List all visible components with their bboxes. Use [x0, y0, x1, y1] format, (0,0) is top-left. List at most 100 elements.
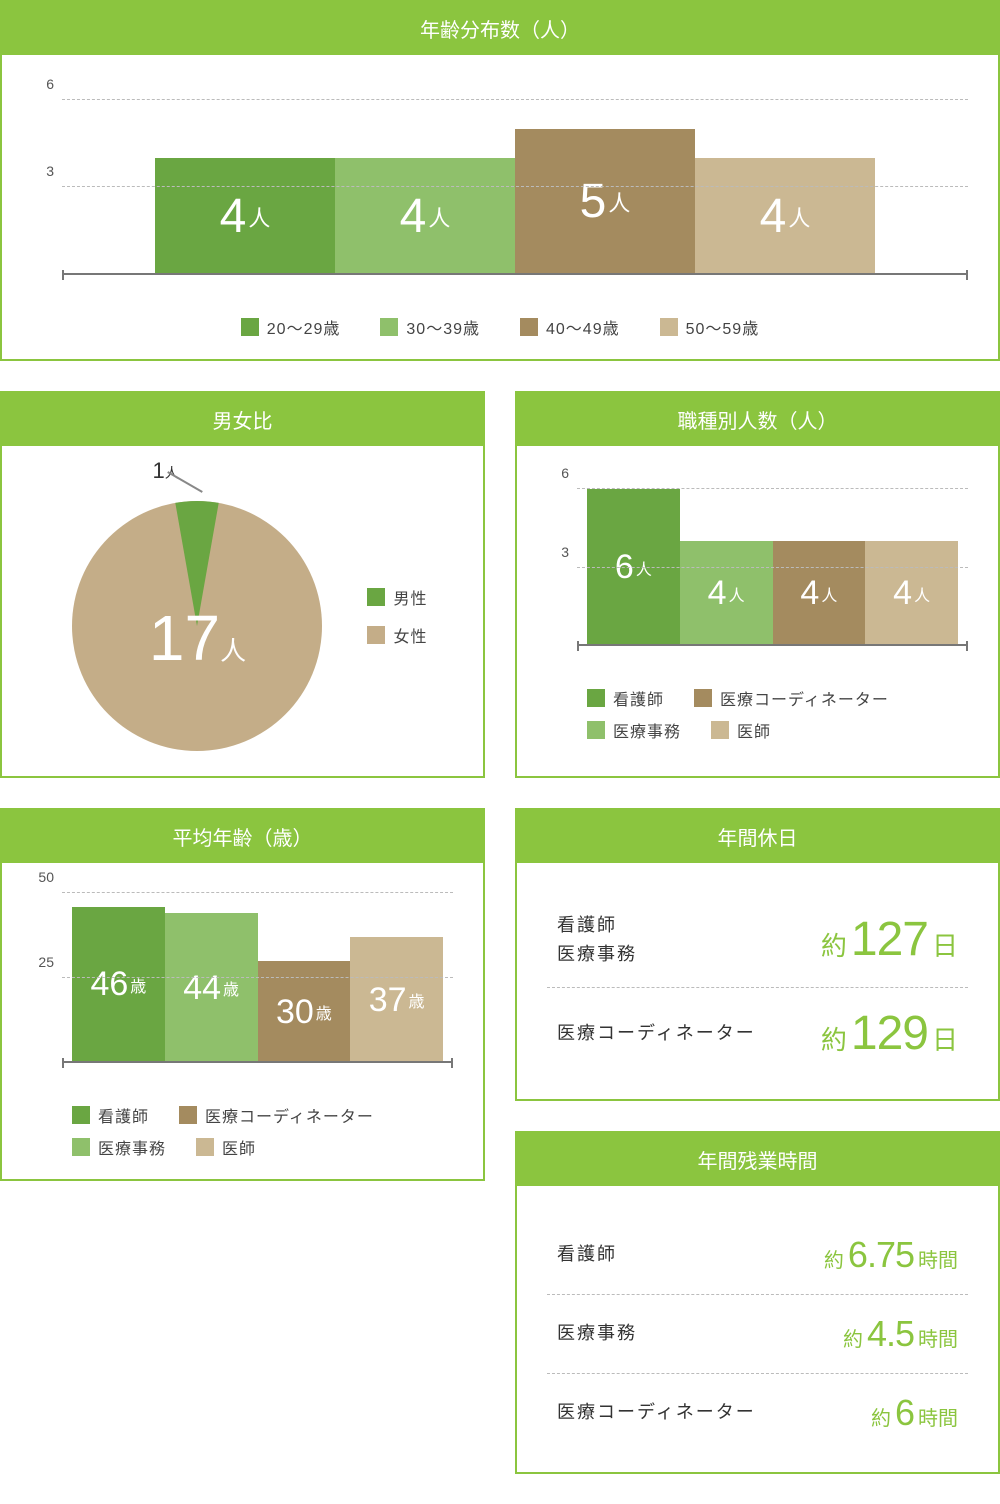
gender-pie-chart: 1人 17人 — [57, 476, 337, 756]
legend-label: 医療コーディネーター — [720, 686, 889, 710]
panel-title: 男女比 — [2, 393, 483, 446]
legend-item: 医師 — [711, 718, 771, 742]
bar: 4人 — [773, 541, 866, 646]
grid-line — [62, 977, 453, 978]
age-distribution-legend: 20～29歳 30～39歳 40～49歳 50～59歳 — [32, 315, 968, 339]
legend-male: 男性 — [367, 585, 427, 609]
bar-value: 30 — [276, 993, 314, 1032]
age-distribution-chart: 36 4人4人5人4人 — [32, 85, 968, 305]
info-label: 医療コーディネーター — [557, 1019, 821, 1048]
info-value: 約6.75時間 — [824, 1234, 958, 1276]
grid-line — [577, 567, 968, 568]
info-label: 看護師 — [557, 1240, 824, 1269]
legend-label: 20～29歳 — [267, 315, 341, 339]
bar-unit: 歳 — [223, 976, 239, 1000]
legend-label: 医師 — [222, 1135, 256, 1159]
bar-unit: 人 — [914, 582, 930, 606]
bar-value: 4 — [800, 574, 819, 613]
bar-value: 46 — [90, 965, 128, 1004]
legend-item: 看護師 — [587, 686, 664, 710]
grid-line — [62, 186, 968, 187]
info-row: 医療事務約4.5時間 — [547, 1294, 968, 1373]
legend-item: 医療事務 — [72, 1135, 166, 1159]
bar: 5人 — [515, 129, 695, 275]
bar: 4人 — [335, 158, 515, 275]
legend-label: 医療事務 — [613, 718, 681, 742]
legend-swatch — [179, 1106, 197, 1124]
panel-title: 年間残業時間 — [517, 1133, 998, 1186]
legend-item: 医療コーディネーター — [694, 686, 889, 710]
bar-unit: 歳 — [316, 1000, 332, 1024]
job-count-legend: 看護師 医療コーディネーター医療事務 医師 — [547, 686, 968, 742]
bar-value: 4 — [893, 574, 912, 613]
legend-label: 医師 — [737, 718, 771, 742]
info-row: 看護師医療事務約127日 — [547, 893, 968, 987]
panel-title: 年間休日 — [517, 810, 998, 863]
age-distribution-panel: 年齢分布数（人） 36 4人4人5人4人 20～29歳30～39歳40～49歳5… — [0, 0, 1000, 361]
legend-label: 医療事務 — [98, 1135, 166, 1159]
y-tick: 3 — [46, 163, 54, 179]
legend-item: 医療コーディネーター — [179, 1103, 374, 1127]
y-tick: 50 — [38, 869, 54, 885]
bar-value: 4 — [708, 574, 727, 613]
legend-swatch — [196, 1138, 214, 1156]
job-count-panel: 職種別人数（人） 36 6人4人4人4人 看護師 医療コーディネーター医療事務 医師 — [515, 391, 1000, 778]
gender-ratio-panel: 男女比 1人 17人 男性 — [0, 391, 485, 778]
info-value: 約127日 — [821, 912, 958, 967]
info-value: 約129日 — [821, 1006, 958, 1061]
legend-label: 医療コーディネーター — [205, 1103, 374, 1127]
panel-title: 平均年齢（歳） — [2, 810, 483, 863]
bar-value: 44 — [183, 969, 221, 1008]
panel-title: 年齢分布数（人） — [2, 2, 998, 55]
legend-swatch — [72, 1106, 90, 1124]
bar-unit: 人 — [428, 201, 450, 233]
y-tick: 6 — [561, 465, 569, 481]
legend-item: 50～59歳 — [660, 315, 760, 339]
y-tick: 25 — [38, 954, 54, 970]
legend-item: 30～39歳 — [380, 315, 480, 339]
grid-line — [62, 892, 453, 893]
bar-value: 4 — [400, 189, 427, 244]
info-label: 医療コーディネーター — [557, 1398, 871, 1427]
legend-label: 看護師 — [613, 686, 664, 710]
avg-age-panel: 平均年齢（歳） 2550 46歳44歳30歳37歳 看護師医療コーディネーター医… — [0, 808, 485, 1181]
legend-label: 40～49歳 — [546, 315, 620, 339]
bar-unit: 人 — [729, 582, 745, 606]
bar-value: 4 — [220, 189, 247, 244]
bar: 4人 — [695, 158, 875, 275]
info-value: 約6時間 — [871, 1392, 958, 1434]
bar-unit: 人 — [788, 201, 810, 233]
gender-legend: 男性 女性 — [367, 585, 427, 647]
avg-age-legend: 看護師 医療コーディネーター医療事務 医師 — [32, 1103, 453, 1159]
bar-unit: 人 — [821, 582, 837, 606]
legend-swatch — [587, 721, 605, 739]
holidays-rows: 看護師医療事務約127日医療コーディネーター約129日 — [547, 893, 968, 1079]
legend-label: 看護師 — [98, 1103, 149, 1127]
legend-swatch — [72, 1138, 90, 1156]
bar-unit: 人 — [608, 186, 630, 218]
job-count-chart: 36 6人4人4人4人 — [547, 476, 968, 676]
bar: 4人 — [155, 158, 335, 275]
info-value: 約4.5時間 — [843, 1313, 958, 1355]
panel-title: 職種別人数（人） — [517, 393, 998, 446]
bar-unit: 歳 — [409, 988, 425, 1012]
legend-item: 医療事務 — [587, 718, 681, 742]
female-count-label: 17人 — [149, 601, 246, 675]
y-tick: 6 — [46, 76, 54, 92]
legend-swatch — [660, 318, 678, 336]
info-row: 医療コーディネーター約6時間 — [547, 1373, 968, 1452]
bar: 46歳 — [72, 907, 165, 1063]
bar-value: 37 — [369, 981, 407, 1020]
legend-label: 30～39歳 — [406, 315, 480, 339]
legend-female: 女性 — [367, 623, 427, 647]
info-label: 看護師医療事務 — [557, 911, 821, 969]
legend-label: 50～59歳 — [686, 315, 760, 339]
legend-item: 20～29歳 — [241, 315, 341, 339]
legend-swatch — [587, 689, 605, 707]
legend-item: 看護師 — [72, 1103, 149, 1127]
legend-swatch — [694, 689, 712, 707]
overtime-rows: 看護師約6.75時間医療事務約4.5時間医療コーディネーター約6時間 — [547, 1216, 968, 1452]
bar-value: 5 — [580, 174, 607, 229]
bar: 4人 — [865, 541, 958, 646]
legend-item: 40～49歳 — [520, 315, 620, 339]
